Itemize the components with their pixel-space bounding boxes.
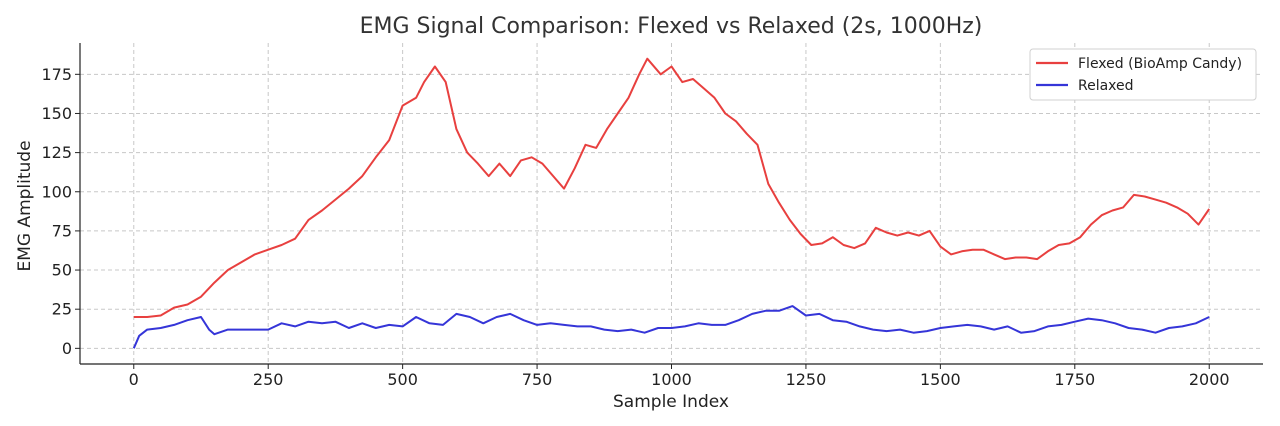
x-tick-label: 1750 — [1054, 370, 1095, 389]
legend-box — [1029, 48, 1257, 101]
x-tick-label: 750 — [522, 370, 553, 389]
x-tick-label: 500 — [387, 370, 418, 389]
x-axis-label: Sample Index — [613, 392, 729, 412]
x-tick-label: 2000 — [1189, 370, 1230, 389]
legend-label-relaxed: Relaxed — [1078, 78, 1134, 94]
tick-labels: 0 250 500 750 1000 1250 1500 1750 2000 0 25 50 75 100… — [41, 65, 1229, 389]
legend-label-flexed: Flexed (BioAmp Candy) — [1078, 56, 1242, 72]
y-axis-label: EMG Amplitude — [15, 140, 35, 271]
x-tick-label: 1000 — [651, 370, 692, 389]
series-line-relaxed — [132, 305, 1210, 349]
y-tick-label: 75 — [52, 221, 72, 240]
y-tick-label: 100 — [41, 182, 72, 201]
y-tick-label: 25 — [52, 300, 72, 319]
y-tick-label: 175 — [41, 65, 72, 84]
chart-title: EMG Signal Comparison: Flexed vs Relaxed… — [360, 14, 983, 39]
series-lines — [132, 57, 1211, 349]
x-tick-label: 250 — [253, 370, 284, 389]
legend: Flexed (BioAmp Candy) Relaxed — [1029, 48, 1257, 101]
x-tick-label: 0 — [129, 370, 139, 389]
axes — [75, 43, 1263, 369]
x-tick-label: 1500 — [920, 370, 961, 389]
y-tick-label: 125 — [41, 143, 72, 162]
series-line-flexed — [133, 57, 1211, 318]
grid — [80, 43, 1263, 364]
x-tick-label: 1250 — [786, 370, 827, 389]
y-tick-label: 150 — [41, 104, 72, 123]
y-tick-label: 50 — [52, 261, 72, 280]
y-tick-label: 0 — [62, 339, 72, 358]
